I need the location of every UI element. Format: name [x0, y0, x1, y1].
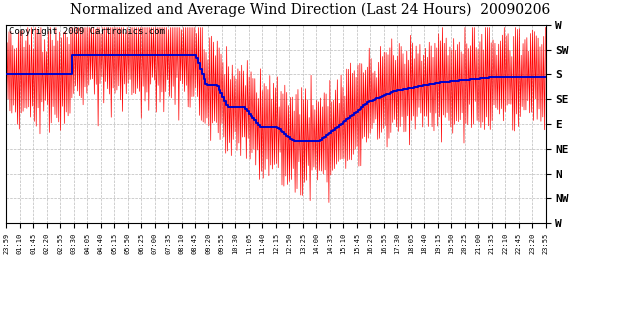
Text: Copyright 2009 Cartronics.com: Copyright 2009 Cartronics.com: [9, 27, 165, 36]
Text: Normalized and Average Wind Direction (Last 24 Hours)  20090206: Normalized and Average Wind Direction (L…: [70, 3, 550, 17]
